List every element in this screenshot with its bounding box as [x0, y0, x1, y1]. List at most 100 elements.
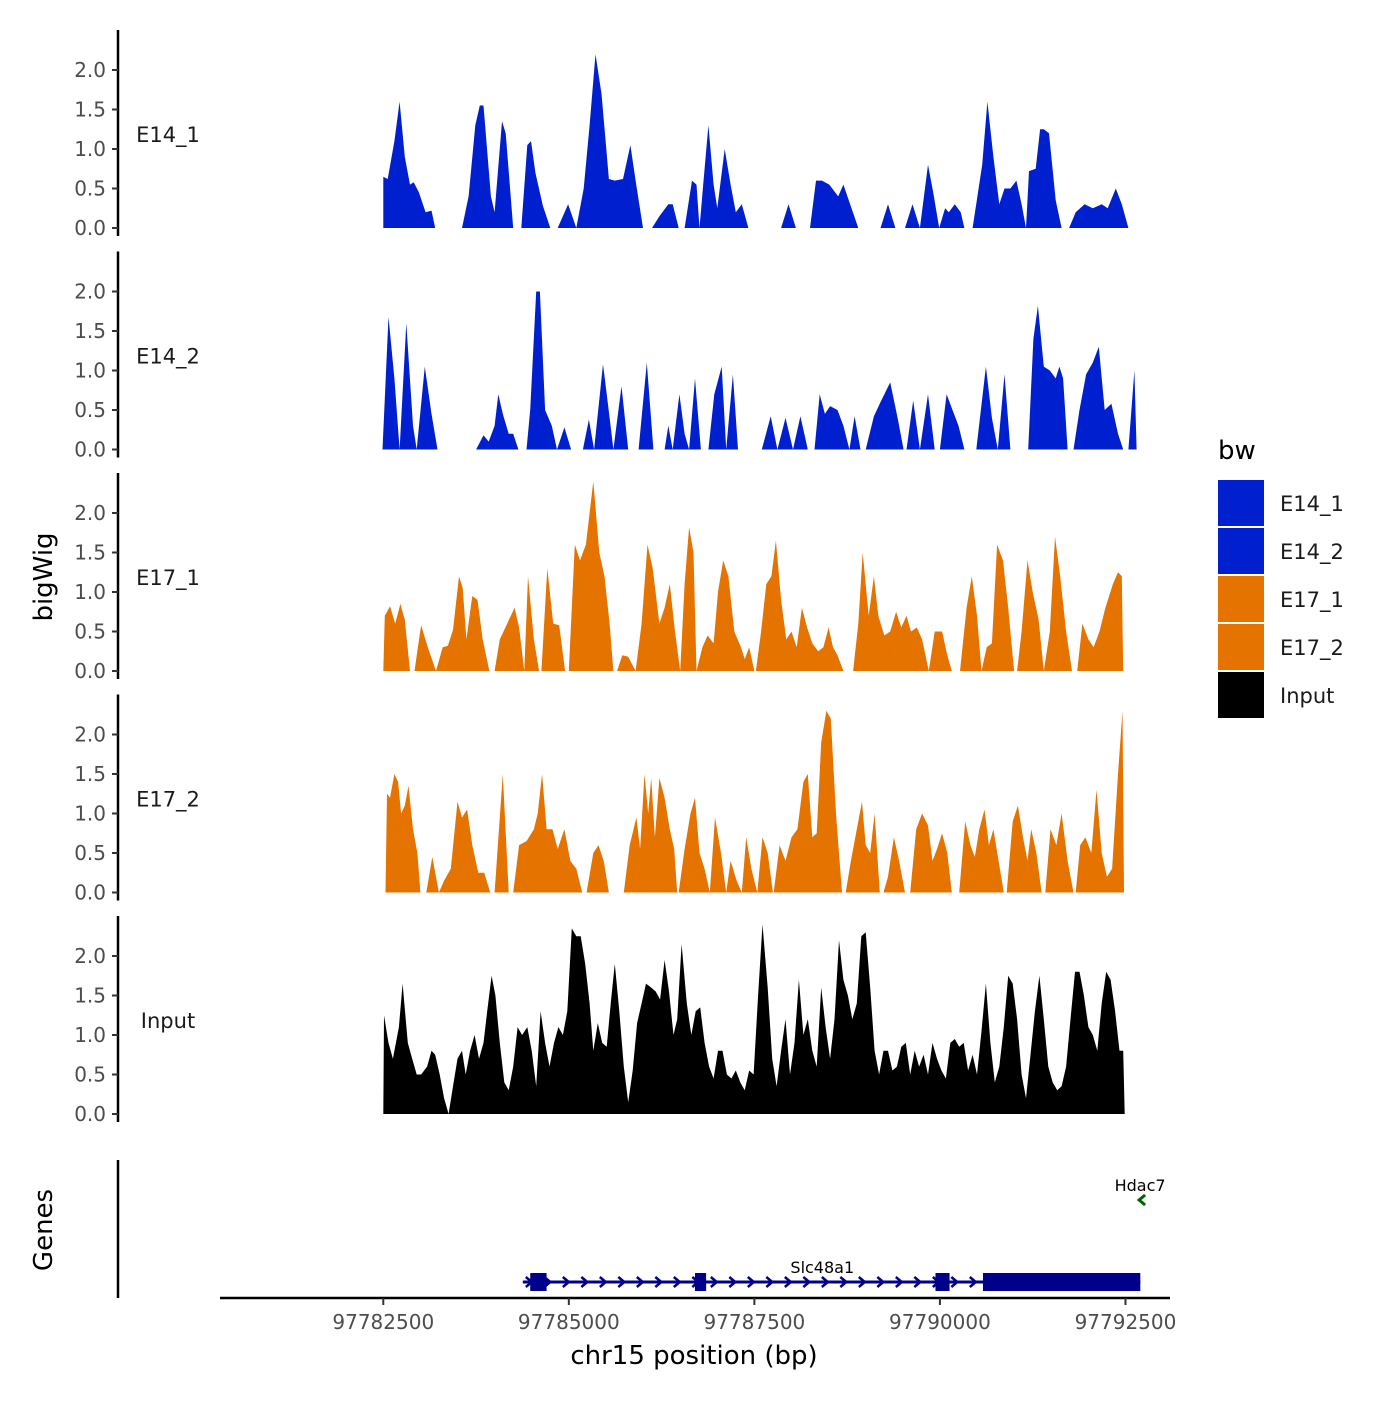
legend-swatch — [1218, 576, 1264, 622]
y-tick-label: 0.0 — [74, 438, 106, 462]
legend-item-e17-2: E17_2 — [1218, 624, 1344, 670]
x-axis-title: chr15 position (bp) — [570, 1341, 817, 1371]
legend-swatch — [1218, 624, 1264, 670]
y-tick-label: 0.5 — [74, 620, 106, 644]
y-tick-label: 0.5 — [74, 177, 106, 201]
track-panel-e14-2: 0.0 0.5 1.0 1.5 2.0 E14_2 — [74, 251, 1137, 462]
y-tick-label: 1.0 — [74, 359, 106, 383]
track-panel-input: 0.0 0.5 1.0 1.5 2.0 Input — [74, 916, 1125, 1126]
strand-chevron — [913, 1276, 923, 1288]
exon-block — [935, 1273, 950, 1291]
strand-chevron — [858, 1276, 867, 1288]
track-label: E17_2 — [136, 788, 200, 813]
y-tick-label: 1.5 — [74, 984, 106, 1008]
legend-item-e14-1: E14_1 — [1218, 480, 1344, 526]
strand-chevron — [747, 1276, 756, 1288]
gene-hdac7: Hdac7 — [1115, 1176, 1166, 1207]
strand-chevron — [969, 1276, 978, 1288]
strand-chevron — [802, 1276, 812, 1288]
legend-item-e17-1: E17_1 — [1218, 576, 1344, 622]
y-tick-label: 2.0 — [74, 723, 106, 747]
track-panel-e14-1: 0.0 0.5 1.0 1.5 2.0 E14_1 — [74, 30, 1129, 240]
legend-swatch — [1218, 528, 1264, 574]
gene-label: Slc48a1 — [790, 1258, 854, 1277]
track-label: Input — [141, 1009, 195, 1033]
x-tick-label: 97790000 — [889, 1310, 991, 1334]
strand-chevron — [617, 1276, 627, 1288]
legend: bw E14_1 E14_2 E17_1 E17_2 Input — [1218, 436, 1344, 718]
strand-chevron — [710, 1276, 719, 1288]
tracks-layer: 0.0 0.5 1.0 1.5 2.0 E14_1 0.0 0.5 1.0 1.5 2.0 E14_2… — [74, 30, 1137, 1126]
coverage-area-e14-2 — [382, 291, 1137, 450]
strand-chevron — [580, 1276, 590, 1288]
coverage-area-input — [383, 924, 1125, 1114]
strand-chevron — [784, 1276, 793, 1288]
exon-block — [982, 1273, 1141, 1291]
y-tick-label: 1.5 — [74, 762, 106, 786]
gene-label: Hdac7 — [1115, 1176, 1166, 1195]
y-tick-label: 1.0 — [74, 580, 106, 604]
coverage-area-e14-1 — [383, 54, 1129, 229]
y-tick-label: 1.0 — [74, 1023, 106, 1047]
strand-chevron — [950, 1276, 960, 1288]
y-tick-label: 0.0 — [74, 881, 106, 905]
gene-slc48a1: Slc48a1 — [522, 1258, 1141, 1291]
strand-chevron — [599, 1276, 608, 1288]
legend-label: E14_1 — [1280, 492, 1344, 517]
legend-item-input: Input — [1218, 672, 1334, 718]
strand-chevron — [895, 1276, 904, 1288]
track-label: E14_1 — [136, 123, 200, 148]
exon-block — [695, 1273, 707, 1291]
track-panel-e17-2: 0.0 0.5 1.0 1.5 2.0 E17_2 — [74, 694, 1124, 905]
y-tick-label: 1.0 — [74, 137, 106, 161]
legend-label: E17_2 — [1280, 636, 1344, 661]
y-tick-label: 1.5 — [74, 98, 106, 122]
y-tick-label: 0.0 — [74, 1102, 106, 1126]
genes-axis-title: Genes — [29, 1189, 59, 1271]
x-tick-label: 97782500 — [332, 1310, 434, 1334]
track-panel-e17-1: 0.0 0.5 1.0 1.5 2.0 E17_1 — [74, 473, 1124, 683]
strand-chevron — [654, 1276, 664, 1288]
strand-chevron — [765, 1276, 775, 1288]
coverage-area-e17-2 — [385, 710, 1124, 893]
legend-label: E14_2 — [1280, 540, 1344, 565]
y-tick-label: 2.0 — [74, 280, 106, 304]
y-tick-label: 2.0 — [74, 501, 106, 525]
legend-title: bw — [1218, 436, 1256, 466]
y-tick-label: 2.0 — [74, 944, 106, 968]
legend-item-e14-2: E14_2 — [1218, 528, 1344, 574]
y-tick-label: 0.5 — [74, 398, 106, 422]
y-tick-label: 1.0 — [74, 802, 106, 826]
y-tick-label: 1.5 — [74, 541, 106, 565]
strand-chevron — [562, 1276, 571, 1288]
track-label: E17_1 — [136, 566, 200, 591]
exon-block — [530, 1273, 547, 1291]
strand-chevron — [673, 1276, 682, 1288]
x-axis: 97782500 97785000 97787500 97790000 97792500 — [220, 1296, 1177, 1334]
y-tick-label: 0.5 — [74, 841, 106, 865]
strand-chevron — [636, 1276, 645, 1288]
y-tick-label: 0.0 — [74, 216, 106, 240]
legend-label: Input — [1280, 684, 1334, 708]
x-tick-label: 97787500 — [703, 1310, 805, 1334]
legend-swatch — [1218, 480, 1264, 526]
legend-swatch — [1218, 672, 1264, 718]
strand-chevron — [839, 1276, 849, 1288]
strand-chevron — [821, 1276, 830, 1288]
legend-label: E17_1 — [1280, 588, 1344, 613]
coverage-area-e17-1 — [383, 481, 1124, 671]
strand-chevron — [876, 1276, 886, 1288]
x-tick-label: 97785000 — [518, 1310, 620, 1334]
x-tick-label: 97792500 — [1075, 1310, 1177, 1334]
y-tick-label: 2.0 — [74, 58, 106, 82]
strand-chevron — [1136, 1193, 1147, 1207]
y-tick-label: 1.5 — [74, 319, 106, 343]
y-axis-title: bigWig — [29, 532, 59, 621]
track-label: E14_2 — [136, 345, 200, 370]
genes-layer: Slc48a1 Hdac7 — [116, 1160, 1166, 1298]
strand-chevron — [728, 1276, 738, 1288]
y-tick-label: 0.0 — [74, 659, 106, 683]
y-tick-label: 0.5 — [74, 1063, 106, 1087]
